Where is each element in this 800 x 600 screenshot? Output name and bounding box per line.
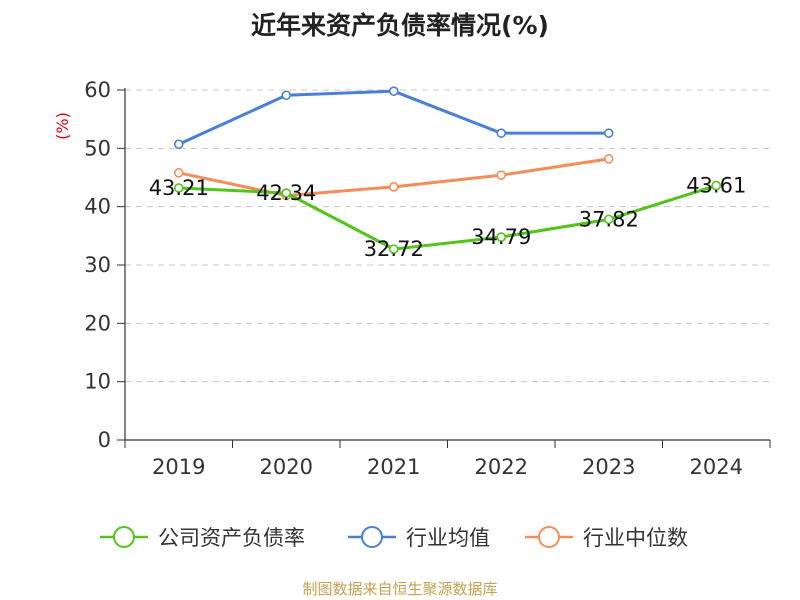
legend-item-0[interactable]: 公司资产负债率 (100, 526, 305, 550)
series-0-point-2022[interactable] (496, 232, 507, 242)
axes: 0 10 20 30 40 50 60 2019 2020 2021 2022 2023 2024 (84, 78, 771, 479)
legend-item-2[interactable]: 行业中位数 (525, 526, 688, 550)
x-tick-label-2024: 2024 (690, 455, 743, 479)
grid-lines (125, 89, 770, 383)
source-note: 制图数据来自恒生聚源数据库 (302, 580, 497, 598)
y-axis-label: (%) (53, 112, 72, 140)
legend-item-1[interactable]: 行业均值 (348, 526, 490, 550)
series-2-point-2019[interactable] (173, 168, 184, 178)
data-label-2022: 34.79 (471, 225, 531, 249)
x-tick-label-2021: 2021 (367, 455, 420, 479)
series-1-point-2019[interactable] (173, 139, 184, 150)
series-0 (173, 180, 722, 254)
series-2-point-2021[interactable] (388, 182, 399, 192)
y-tick-label-30: 30 (84, 253, 111, 277)
series-layer: 43.21 42.34 32.72 34.79 37.82 43.61 (149, 86, 746, 261)
chart-title: 近年来资产负债率情况(%) (251, 11, 549, 40)
legend-label-2: 行业中位数 (583, 526, 688, 550)
x-tick-label-2019: 2019 (152, 455, 205, 479)
y-tick-label-20: 20 (84, 311, 111, 335)
legend-marker-2 (538, 526, 560, 548)
series-1-point-2021[interactable] (388, 86, 399, 96)
series-2-point-2023[interactable] (603, 154, 614, 164)
x-tick-label-2022: 2022 (475, 455, 528, 479)
series-2-point-2022[interactable] (496, 170, 507, 180)
series-0-point-2021[interactable] (388, 244, 399, 254)
legend-label-1: 行业均值 (406, 526, 490, 550)
series-line-0 (178, 184, 717, 251)
series-1-point-2020[interactable] (281, 90, 292, 101)
series-0-point-2019[interactable] (173, 183, 184, 193)
y-tick-label-50: 50 (84, 136, 111, 160)
x-tick-label-2020: 2020 (260, 455, 313, 479)
series-1 (173, 86, 614, 150)
legend[interactable]: 公司资产负债率 行业均值 行业中位数 (100, 526, 688, 550)
data-label-2019: 43.21 (149, 176, 209, 200)
series-2 (173, 154, 614, 201)
data-label-2023: 37.82 (579, 207, 639, 231)
series-0-point-2023[interactable] (603, 214, 614, 225)
y-tick-label-40: 40 (84, 195, 111, 219)
x-tick-label-2023: 2023 (582, 455, 635, 479)
legend-marker-1 (361, 526, 383, 548)
data-label-2020: 42.34 (256, 181, 316, 205)
y-tick-label-60: 60 (84, 78, 111, 102)
series-0-point-2024[interactable] (711, 180, 722, 191)
y-tick-label-0: 0 (98, 428, 111, 452)
legend-marker-0 (113, 526, 135, 548)
data-label-2024: 43.61 (686, 174, 746, 198)
series-line-1 (178, 89, 609, 146)
legend-label-0: 公司资产负债率 (158, 526, 305, 550)
series-1-point-2022[interactable] (496, 128, 507, 138)
data-label-2021: 32.72 (364, 237, 424, 261)
y-tick-label-10: 10 (84, 370, 111, 394)
series-1-point-2023[interactable] (603, 128, 614, 138)
series-0-point-2020[interactable] (281, 188, 292, 198)
